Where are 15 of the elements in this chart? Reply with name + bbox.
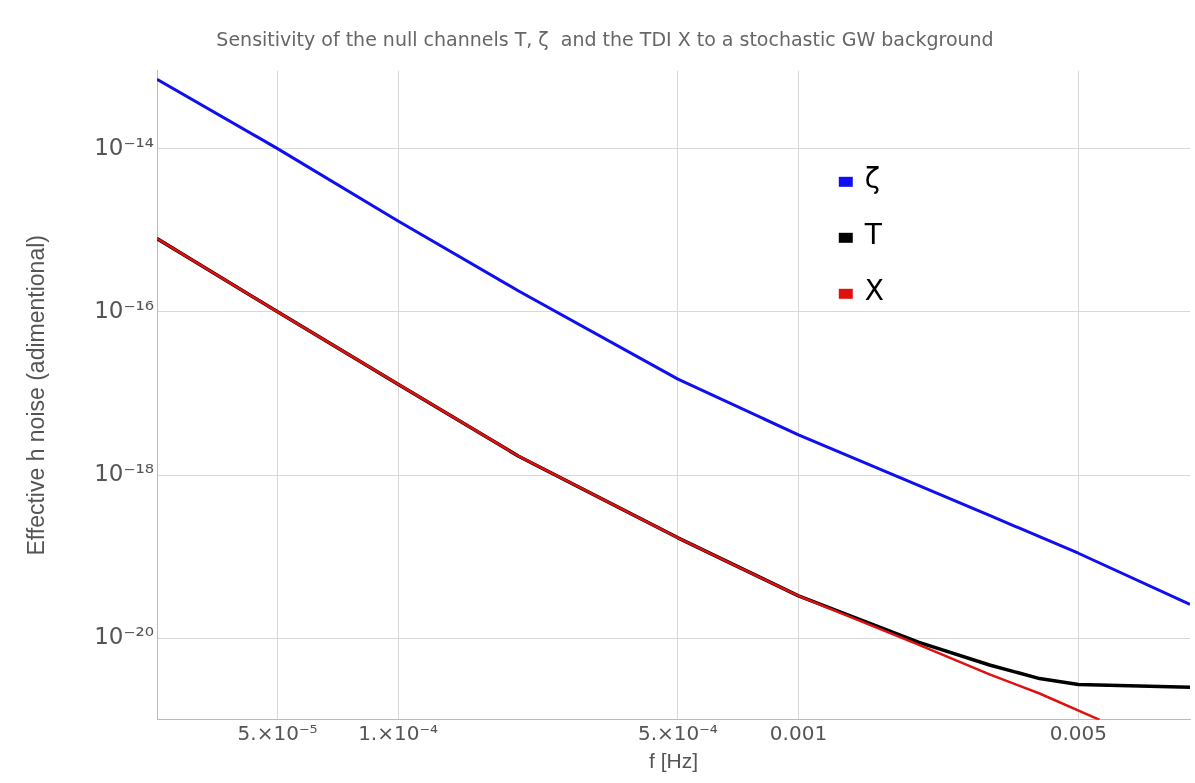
x-tick-label: 0.001 [769, 721, 828, 745]
x-tick-label: 0.005 [1049, 721, 1108, 745]
x-tick-label: 5.×10⁻⁴ [638, 721, 718, 745]
y-axis-title: Effective h noise (adimentional) [23, 235, 50, 556]
y-tick-label: 10⁻¹⁸ [94, 459, 154, 486]
y-tick-label: 10⁻¹⁶ [94, 296, 154, 323]
chart-title: Sensitivity of the null channels T, ζ and the TDI X to a stochastic GW background [216, 28, 994, 51]
x-axis-title: f [Hz] [648, 749, 699, 773]
x-tick-label: 5.×10⁻⁵ [237, 721, 318, 745]
legend-label: X [864, 274, 884, 308]
x-tick-label: 1.×10⁻⁴ [358, 721, 439, 745]
y-tick-label: 10⁻¹⁴ [94, 133, 154, 160]
y-tick-label: 10⁻²⁰ [94, 623, 154, 650]
legend-label: T [863, 218, 883, 252]
legend-label: ζ [864, 162, 881, 196]
